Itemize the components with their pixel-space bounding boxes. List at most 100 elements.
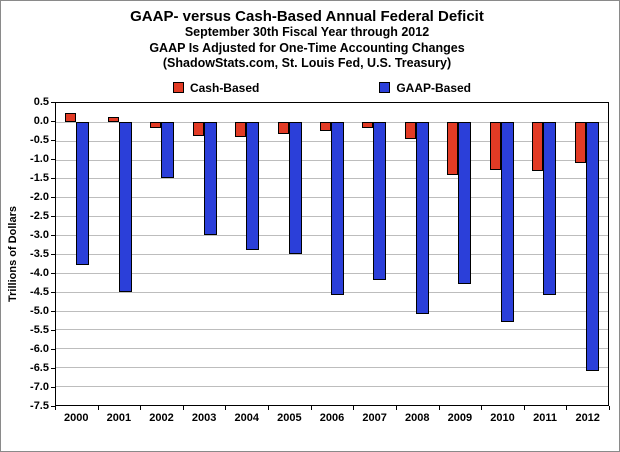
bar-cash-based-2000 xyxy=(65,112,77,122)
y-tick-label: -1.0 xyxy=(30,152,49,165)
y-tick-label: -3.5 xyxy=(30,247,49,260)
bar-gaap-based-2007 xyxy=(373,121,387,281)
bar-cash-based-2004 xyxy=(235,121,247,138)
y-tick xyxy=(51,196,55,198)
x-tick-label: 2002 xyxy=(149,411,174,424)
bar-cash-based-2007 xyxy=(362,121,374,128)
gridline xyxy=(56,329,608,331)
y-tick xyxy=(51,120,55,122)
y-tick-label: 0.0 xyxy=(33,114,49,127)
bar-gaap-based-2006 xyxy=(331,121,344,296)
legend-item-cash-based: Cash-Based xyxy=(172,80,260,95)
bar-gaap-based-2010 xyxy=(500,121,514,322)
x-tick xyxy=(310,405,312,410)
bar-cash-based-2002 xyxy=(150,121,162,128)
x-tick xyxy=(438,405,440,410)
y-tick xyxy=(51,101,55,103)
bar-gaap-based-2005 xyxy=(288,121,302,254)
y-tick xyxy=(51,177,55,179)
x-tick xyxy=(353,405,355,410)
plot-area xyxy=(55,101,609,406)
x-tick xyxy=(609,405,610,410)
y-tick xyxy=(51,139,55,141)
y-tick-label: -5.5 xyxy=(30,323,49,336)
x-tick-label: 2001 xyxy=(106,411,132,424)
x-tick-label: 2007 xyxy=(362,411,387,424)
x-tick xyxy=(268,405,270,410)
gridline xyxy=(56,386,608,387)
x-tick-label: 2009 xyxy=(447,411,473,424)
gridline xyxy=(56,367,608,369)
x-tick xyxy=(395,405,397,410)
x-tick xyxy=(566,405,568,410)
x-tick-label: 2006 xyxy=(319,411,345,424)
bar-gaap-based-2002 xyxy=(161,121,175,179)
y-tick xyxy=(51,272,55,274)
y-tick-label: -2.5 xyxy=(30,209,49,222)
y-tick xyxy=(51,215,55,217)
y-tick xyxy=(51,310,55,312)
x-tick-label: 2010 xyxy=(490,411,515,424)
legend-swatch-icon xyxy=(379,82,391,94)
x-tick-label: 2011 xyxy=(533,411,557,424)
y-tick-label: 0.5 xyxy=(33,95,49,108)
y-tick-label: -4.5 xyxy=(30,285,49,298)
x-tick xyxy=(97,405,99,410)
bar-cash-based-2010 xyxy=(489,121,501,171)
y-tick xyxy=(51,291,55,293)
legend: Cash-Based GAAP-Based xyxy=(35,81,609,95)
x-tick xyxy=(523,405,525,410)
bar-gaap-based-2000 xyxy=(76,121,90,266)
legend-label: Cash-Based xyxy=(189,80,260,95)
legend-label: GAAP-Based xyxy=(396,80,472,95)
y-tick-label: -1.5 xyxy=(30,171,49,184)
chart-title: GAAP- versus Cash-Based Annual Federal D… xyxy=(130,8,484,25)
bar-cash-based-2001 xyxy=(107,116,119,122)
y-tick-label: -6.0 xyxy=(30,342,49,355)
bar-gaap-based-2003 xyxy=(203,121,217,235)
x-tick xyxy=(481,405,483,410)
y-tick-label: -6.5 xyxy=(30,361,49,374)
bar-gaap-based-2012 xyxy=(585,121,599,371)
x-tick xyxy=(140,405,142,410)
bar-gaap-based-2011 xyxy=(543,121,557,296)
y-axis-title-text: Trillions of Dollars xyxy=(7,205,19,302)
gridline xyxy=(56,348,608,350)
chart-body: Trillions of Dollars 0.5 0.0 -0.5 -1.0 -1.5 -… xyxy=(5,96,610,428)
y-tick-label: -4.0 xyxy=(30,266,49,279)
x-tick xyxy=(182,405,184,410)
y-tick-label: -2.0 xyxy=(30,190,49,203)
y-axis: 0.5 0.0 -0.5 -1.0 -1.5 -2.0 -2.5 -3.0 -3.5 -4.0 -4… xyxy=(21,96,55,412)
legend-item-gaap-based: GAAP-Based xyxy=(379,81,471,95)
chart-subtitle-2: GAAP Is Adjusted for One-Time Accounting… xyxy=(149,40,465,55)
bar-gaap-based-2008 xyxy=(415,121,429,315)
chart-subtitle-3: (ShadowStats.com, St. Louis Fed, U.S. Tr… xyxy=(162,56,452,71)
y-tick-label: -0.5 xyxy=(30,133,49,146)
x-tick-label: 2012 xyxy=(575,411,600,424)
y-tick-label: -3.0 xyxy=(30,228,49,241)
x-axis: 2000 2001 2002 2003 2004 2005 2006 2007 2008 2009… xyxy=(55,405,610,428)
bar-cash-based-2011 xyxy=(532,121,544,171)
y-tick xyxy=(51,234,55,236)
bar-cash-based-2005 xyxy=(277,121,289,134)
y-axis-title: Trillions of Dollars xyxy=(5,102,21,406)
bar-gaap-based-2001 xyxy=(118,121,132,292)
gridline xyxy=(56,310,608,312)
x-tick-label: 2003 xyxy=(191,411,217,424)
x-tick-label: 2004 xyxy=(234,411,260,424)
bar-cash-based-2003 xyxy=(192,121,204,137)
bar-gaap-based-2004 xyxy=(246,121,260,251)
y-tick xyxy=(51,348,55,350)
y-tick xyxy=(51,405,55,407)
y-tick xyxy=(51,367,55,369)
x-tick-label: 2005 xyxy=(277,411,302,424)
x-tick xyxy=(55,405,56,410)
bar-cash-based-2006 xyxy=(320,121,331,132)
y-tick-label: -7.5 xyxy=(30,399,49,412)
x-tick-label: 2000 xyxy=(64,411,89,424)
bar-cash-based-2008 xyxy=(404,121,416,139)
y-tick xyxy=(51,158,55,160)
bar-gaap-based-2009 xyxy=(458,121,472,285)
x-tick xyxy=(225,405,227,410)
